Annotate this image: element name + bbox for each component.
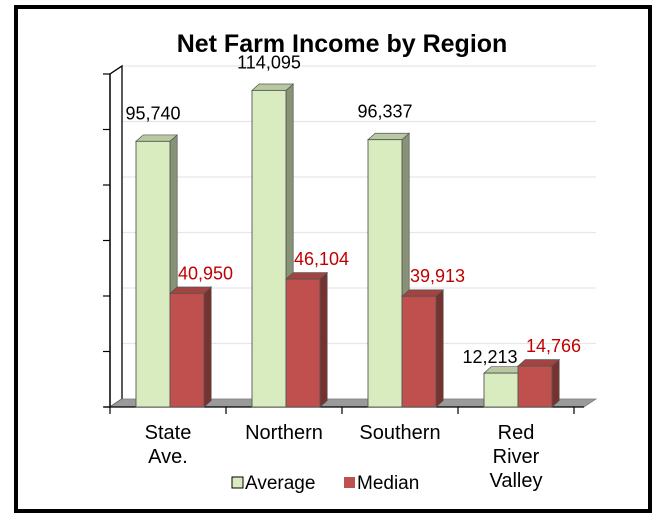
- category-label: Southern: [359, 422, 440, 444]
- data-label: 40,950: [178, 263, 233, 283]
- data-label: 95,740: [125, 103, 180, 123]
- data-label: 46,104: [294, 249, 349, 269]
- data-label: 114,095: [237, 52, 301, 72]
- legend-label: Average: [245, 473, 315, 494]
- data-label: 96,337: [357, 102, 412, 122]
- chart-title: Net Farm Income by Region: [177, 30, 508, 58]
- bar-median: [286, 273, 327, 407]
- category-label: Northern: [245, 422, 323, 444]
- legend-swatch: [344, 477, 355, 488]
- legend-swatch: [232, 477, 243, 488]
- bar-median: [518, 360, 559, 407]
- category-label: State Ave.: [145, 422, 192, 468]
- category-label: Red River Valley: [490, 422, 543, 492]
- data-label: 39,913: [410, 266, 465, 286]
- legend: Average Median: [232, 473, 419, 494]
- plot-area: State Ave. Northern Southern Red River Valley 9…: [103, 52, 596, 492]
- data-label: 14,766: [526, 336, 581, 356]
- legend-label: Median: [357, 473, 419, 494]
- data-label: 12,213: [462, 347, 517, 367]
- side-wall: [110, 66, 122, 407]
- bar-median: [402, 290, 443, 407]
- bar-median: [170, 287, 211, 407]
